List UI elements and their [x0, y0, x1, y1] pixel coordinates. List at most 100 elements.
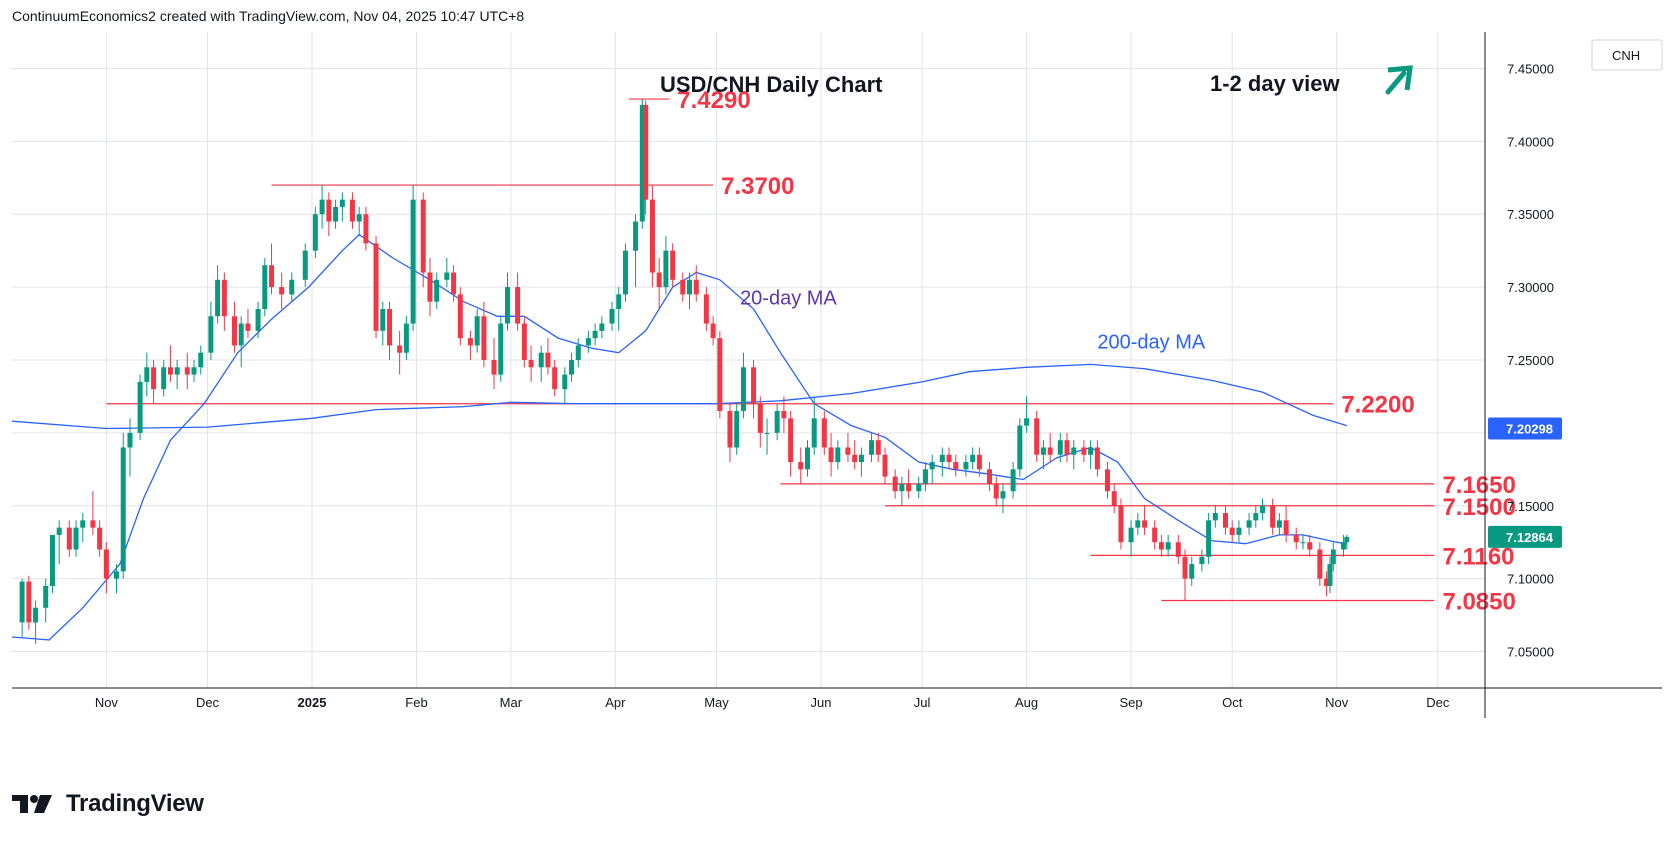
candle-body: [1276, 520, 1282, 528]
candle-body: [845, 447, 851, 455]
candle-body: [821, 418, 827, 448]
candle-body: [1142, 520, 1148, 528]
candle-body: [43, 585, 49, 608]
x-tick-label: Jul: [914, 695, 931, 710]
candle-body: [434, 279, 440, 302]
candle-body: [474, 316, 480, 346]
candle-body: [569, 360, 575, 375]
symbol-box: [1591, 39, 1663, 71]
candle-body: [649, 199, 655, 273]
price-badge: [1488, 525, 1562, 548]
candle-body: [798, 462, 804, 470]
candle-body: [592, 330, 598, 339]
candle-body: [245, 323, 251, 331]
candle-body: [1300, 542, 1306, 544]
candle-body: [339, 199, 345, 207]
x-tick-label: Mar: [500, 695, 523, 710]
candle-body: [939, 454, 945, 463]
candle-body: [1000, 491, 1006, 499]
candle-body: [1071, 447, 1077, 455]
candle-body: [349, 199, 355, 222]
candle-body: [127, 432, 133, 448]
candle-layer: [19, 99, 1350, 645]
candle-body: [289, 279, 295, 295]
grid-layer: [12, 32, 1485, 688]
candle-body: [363, 214, 369, 244]
candle-body: [633, 221, 639, 251]
level-label: 7.2200: [1341, 392, 1414, 419]
candle-body: [717, 338, 723, 412]
candle-body: [167, 367, 173, 375]
candle-body: [552, 367, 558, 390]
arrow-shaft: [1385, 70, 1407, 95]
candle-body: [302, 250, 308, 280]
x-tick-label: 2025: [298, 695, 327, 710]
arrow-up-right-icon: [1385, 65, 1413, 95]
candle-body: [1081, 447, 1087, 455]
x-tick-label: Aug: [1015, 695, 1038, 710]
candle-body: [1057, 440, 1063, 455]
candle-body: [319, 199, 325, 215]
candle-body: [643, 104, 649, 200]
candle-body: [916, 483, 922, 492]
candle-body: [828, 447, 834, 463]
y-tick-label: 7.40000: [1507, 134, 1554, 149]
candle-body: [1104, 469, 1110, 492]
x-tick-label: Sep: [1120, 695, 1143, 710]
candle-body: [420, 199, 426, 273]
candle-body: [922, 469, 928, 484]
candle-body: [575, 345, 581, 360]
candle-body: [781, 411, 787, 419]
candle-body: [373, 243, 379, 331]
candle-body: [231, 316, 237, 346]
candle-body: [693, 279, 699, 295]
level-label: 7.1500: [1442, 494, 1515, 521]
y-tick-label: 7.05000: [1507, 645, 1554, 660]
x-tick-label: Oct: [1222, 695, 1243, 710]
view-label: 1-2 day view: [1210, 71, 1341, 96]
candle-body: [811, 418, 817, 448]
candle-body: [1189, 564, 1195, 579]
level-label: 7.3700: [721, 173, 794, 200]
ma20-line: [11, 233, 1347, 641]
candle-body: [1236, 527, 1242, 535]
candle-body: [255, 308, 261, 331]
ma-annotation: 200-day MA: [1097, 331, 1205, 353]
candle-body: [410, 199, 416, 324]
candle-body: [1158, 542, 1164, 550]
candle-body: [1135, 520, 1141, 528]
candle-body: [403, 323, 409, 353]
candle-body: [387, 308, 393, 346]
candle-body: [262, 265, 268, 309]
price-badge-label: 7.12864: [1506, 530, 1554, 545]
candle-body: [680, 279, 686, 295]
candle-body: [899, 483, 905, 492]
candle-body: [1165, 542, 1171, 550]
level-label: 7.0850: [1442, 589, 1515, 616]
candle-body: [869, 440, 875, 455]
tradingview-logo[interactable]: TradingView: [12, 790, 204, 818]
candle-body: [215, 279, 221, 317]
candle-body: [993, 483, 999, 499]
candle-body: [663, 250, 669, 288]
price-badge-label: 7.20298: [1506, 422, 1553, 437]
candle-body: [1088, 447, 1094, 455]
candle-body: [238, 323, 244, 346]
candle-body: [356, 214, 362, 222]
candle-body: [764, 432, 770, 434]
candle-body: [545, 352, 551, 368]
candle-body: [734, 411, 740, 448]
candle-body: [1246, 520, 1252, 528]
candle-body: [481, 316, 487, 360]
candle-body: [397, 345, 403, 353]
candle-body: [380, 308, 386, 331]
candle-body: [269, 265, 275, 288]
candle-body: [1010, 469, 1016, 492]
candle-body: [751, 367, 757, 404]
candle-body: [491, 360, 497, 375]
candle-body: [198, 352, 204, 368]
candle-body: [852, 454, 858, 463]
candle-body: [221, 279, 227, 317]
candle-body: [757, 403, 763, 433]
